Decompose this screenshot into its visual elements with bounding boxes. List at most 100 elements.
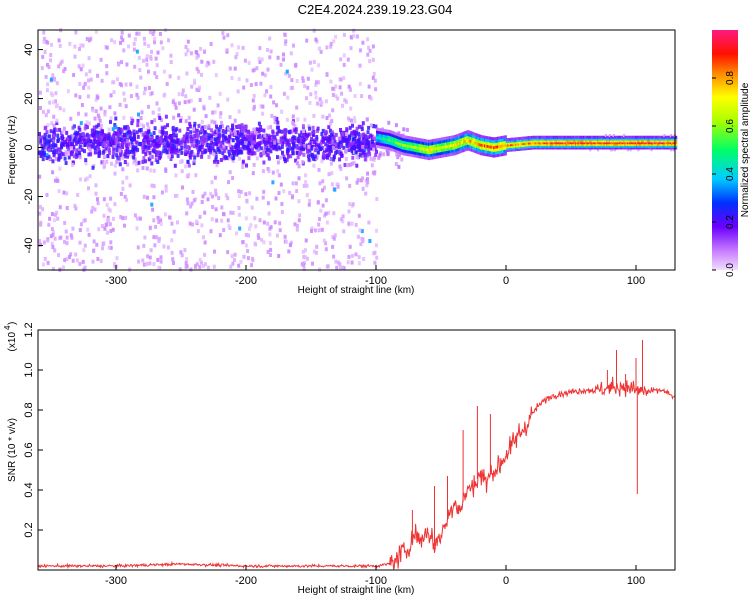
spectrogram-cell	[399, 145, 402, 149]
spectrogram-cell	[125, 197, 128, 202]
spectrogram-cell	[147, 43, 151, 48]
spectrogram-cell	[451, 144, 454, 148]
spectrogram-cell	[367, 135, 371, 140]
spectrogram-cell	[441, 151, 444, 155]
spectrogram-cell	[538, 137, 541, 141]
spectrogram-cell	[561, 139, 565, 143]
y-tick-label: -20	[23, 189, 35, 205]
spectrogram-cell	[135, 140, 139, 145]
spectrogram-cell	[38, 151, 42, 156]
spectrogram-cell	[71, 125, 75, 130]
spectrogram-cell	[377, 130, 380, 134]
spectrogram-cell	[555, 139, 558, 143]
spectrogram-cell	[524, 140, 527, 144]
spectrogram-cell	[613, 144, 617, 148]
spectrogram-cell	[300, 146, 304, 151]
spectrogram-cell	[179, 160, 183, 164]
snr-x-ticks: -300 -200 -100 0 100	[105, 565, 645, 587]
spectrogram-cell	[489, 151, 492, 154]
spectrogram-cell	[210, 194, 214, 199]
spectrogram-cell	[493, 154, 496, 158]
spectrogram-cell	[386, 129, 389, 133]
spectrogram-cell	[650, 142, 653, 146]
spectrogram-cell	[239, 147, 243, 151]
spectrogram-cell	[241, 126, 245, 131]
spectrogram-cell	[382, 137, 385, 141]
spectrogram-cell	[310, 226, 314, 231]
spectrogram-cell	[624, 141, 627, 145]
spectrogram-cell	[516, 148, 519, 151]
spectrogram-cell	[443, 154, 446, 158]
spectrogram-cell	[565, 142, 568, 146]
spectrogram-cell	[619, 137, 622, 141]
spectrogram-cell	[658, 139, 661, 143]
spectrogram-cell	[102, 197, 106, 202]
spectrogram-cell	[63, 221, 67, 225]
spectrogram-cell	[615, 146, 618, 150]
spectrogram-cell	[143, 147, 147, 151]
spectrogram-cell	[202, 135, 206, 140]
spectrogram-cell	[163, 138, 167, 142]
spectrogram-cell	[164, 148, 168, 153]
spectrogram-cell	[314, 95, 318, 100]
spectrogram-cell	[506, 140, 509, 143]
spectrogram-cell	[660, 146, 663, 150]
spectrogram-cell	[429, 156, 432, 160]
spectrogram-cell	[107, 217, 111, 222]
spectrogram-cell	[289, 154, 293, 159]
spectrogram-cell	[84, 72, 88, 77]
spectrogram-cell	[289, 51, 293, 56]
spectrogram-cell	[87, 144, 90, 149]
spectrogram-cell	[45, 156, 49, 161]
spectrogram-cell	[347, 148, 351, 152]
spectrogram-cell	[663, 135, 666, 139]
spectrogram-cell	[507, 148, 510, 152]
spectrogram-cell	[291, 85, 294, 90]
spectrogram-cell	[54, 99, 57, 104]
spectrogram-cell	[529, 145, 532, 148]
spectrogram-cell	[582, 137, 585, 141]
spectrogram-cell	[153, 243, 157, 248]
spectrogram-cell	[351, 137, 355, 142]
spectrogram-cell	[291, 195, 294, 200]
spectrogram-cell	[239, 259, 243, 264]
spectrogram-cell	[333, 233, 337, 238]
spectrogram-cell	[519, 137, 522, 140]
spectrogram-cell	[405, 147, 409, 151]
spectrogram-cell	[391, 145, 394, 149]
spectrogram-cell	[390, 142, 393, 146]
spectrogram-cell	[151, 110, 155, 115]
spectrogram-cell	[543, 146, 546, 150]
spectrogram-cell	[619, 142, 622, 146]
spectrogram-cell	[106, 154, 110, 158]
spectrogram-cell	[78, 95, 82, 100]
spectrogram-cell	[477, 134, 480, 138]
spectrogram-cell	[608, 134, 611, 137]
spectrogram-cell	[97, 147, 101, 152]
spectrogram-cell	[199, 144, 202, 149]
spectrogram-cell	[580, 144, 583, 148]
spectrogram-cell	[156, 50, 160, 55]
spectrogram-cell	[190, 149, 194, 154]
spectrogram-cell	[474, 133, 477, 137]
spectrogram-cell	[665, 137, 669, 141]
spectrogram-cell	[412, 151, 415, 155]
spectrogram-cell	[386, 135, 389, 139]
spectrogram-cell	[502, 147, 505, 151]
spectrogram-cell	[180, 139, 184, 144]
spectrogram-cell	[68, 139, 71, 144]
spectrogram-cell	[490, 148, 493, 152]
spectrogram-cell	[520, 140, 523, 144]
spectrogram-cell	[649, 141, 652, 145]
spectrogram-cell	[581, 146, 584, 150]
spectrogram-cell	[151, 32, 155, 36]
snr-y-ticks: 0.20.40.60.81.01.2	[23, 322, 43, 538]
spectrogram-cell	[460, 135, 463, 139]
spectrogram-cell	[308, 60, 312, 65]
spectrogram-cell	[521, 138, 524, 142]
spectrogram-cell	[154, 158, 158, 163]
spectrogram-cell	[628, 146, 631, 150]
spectrogram-cell	[457, 139, 461, 143]
spectrogram-cell	[547, 141, 550, 145]
spectrogram-cell	[92, 248, 95, 253]
